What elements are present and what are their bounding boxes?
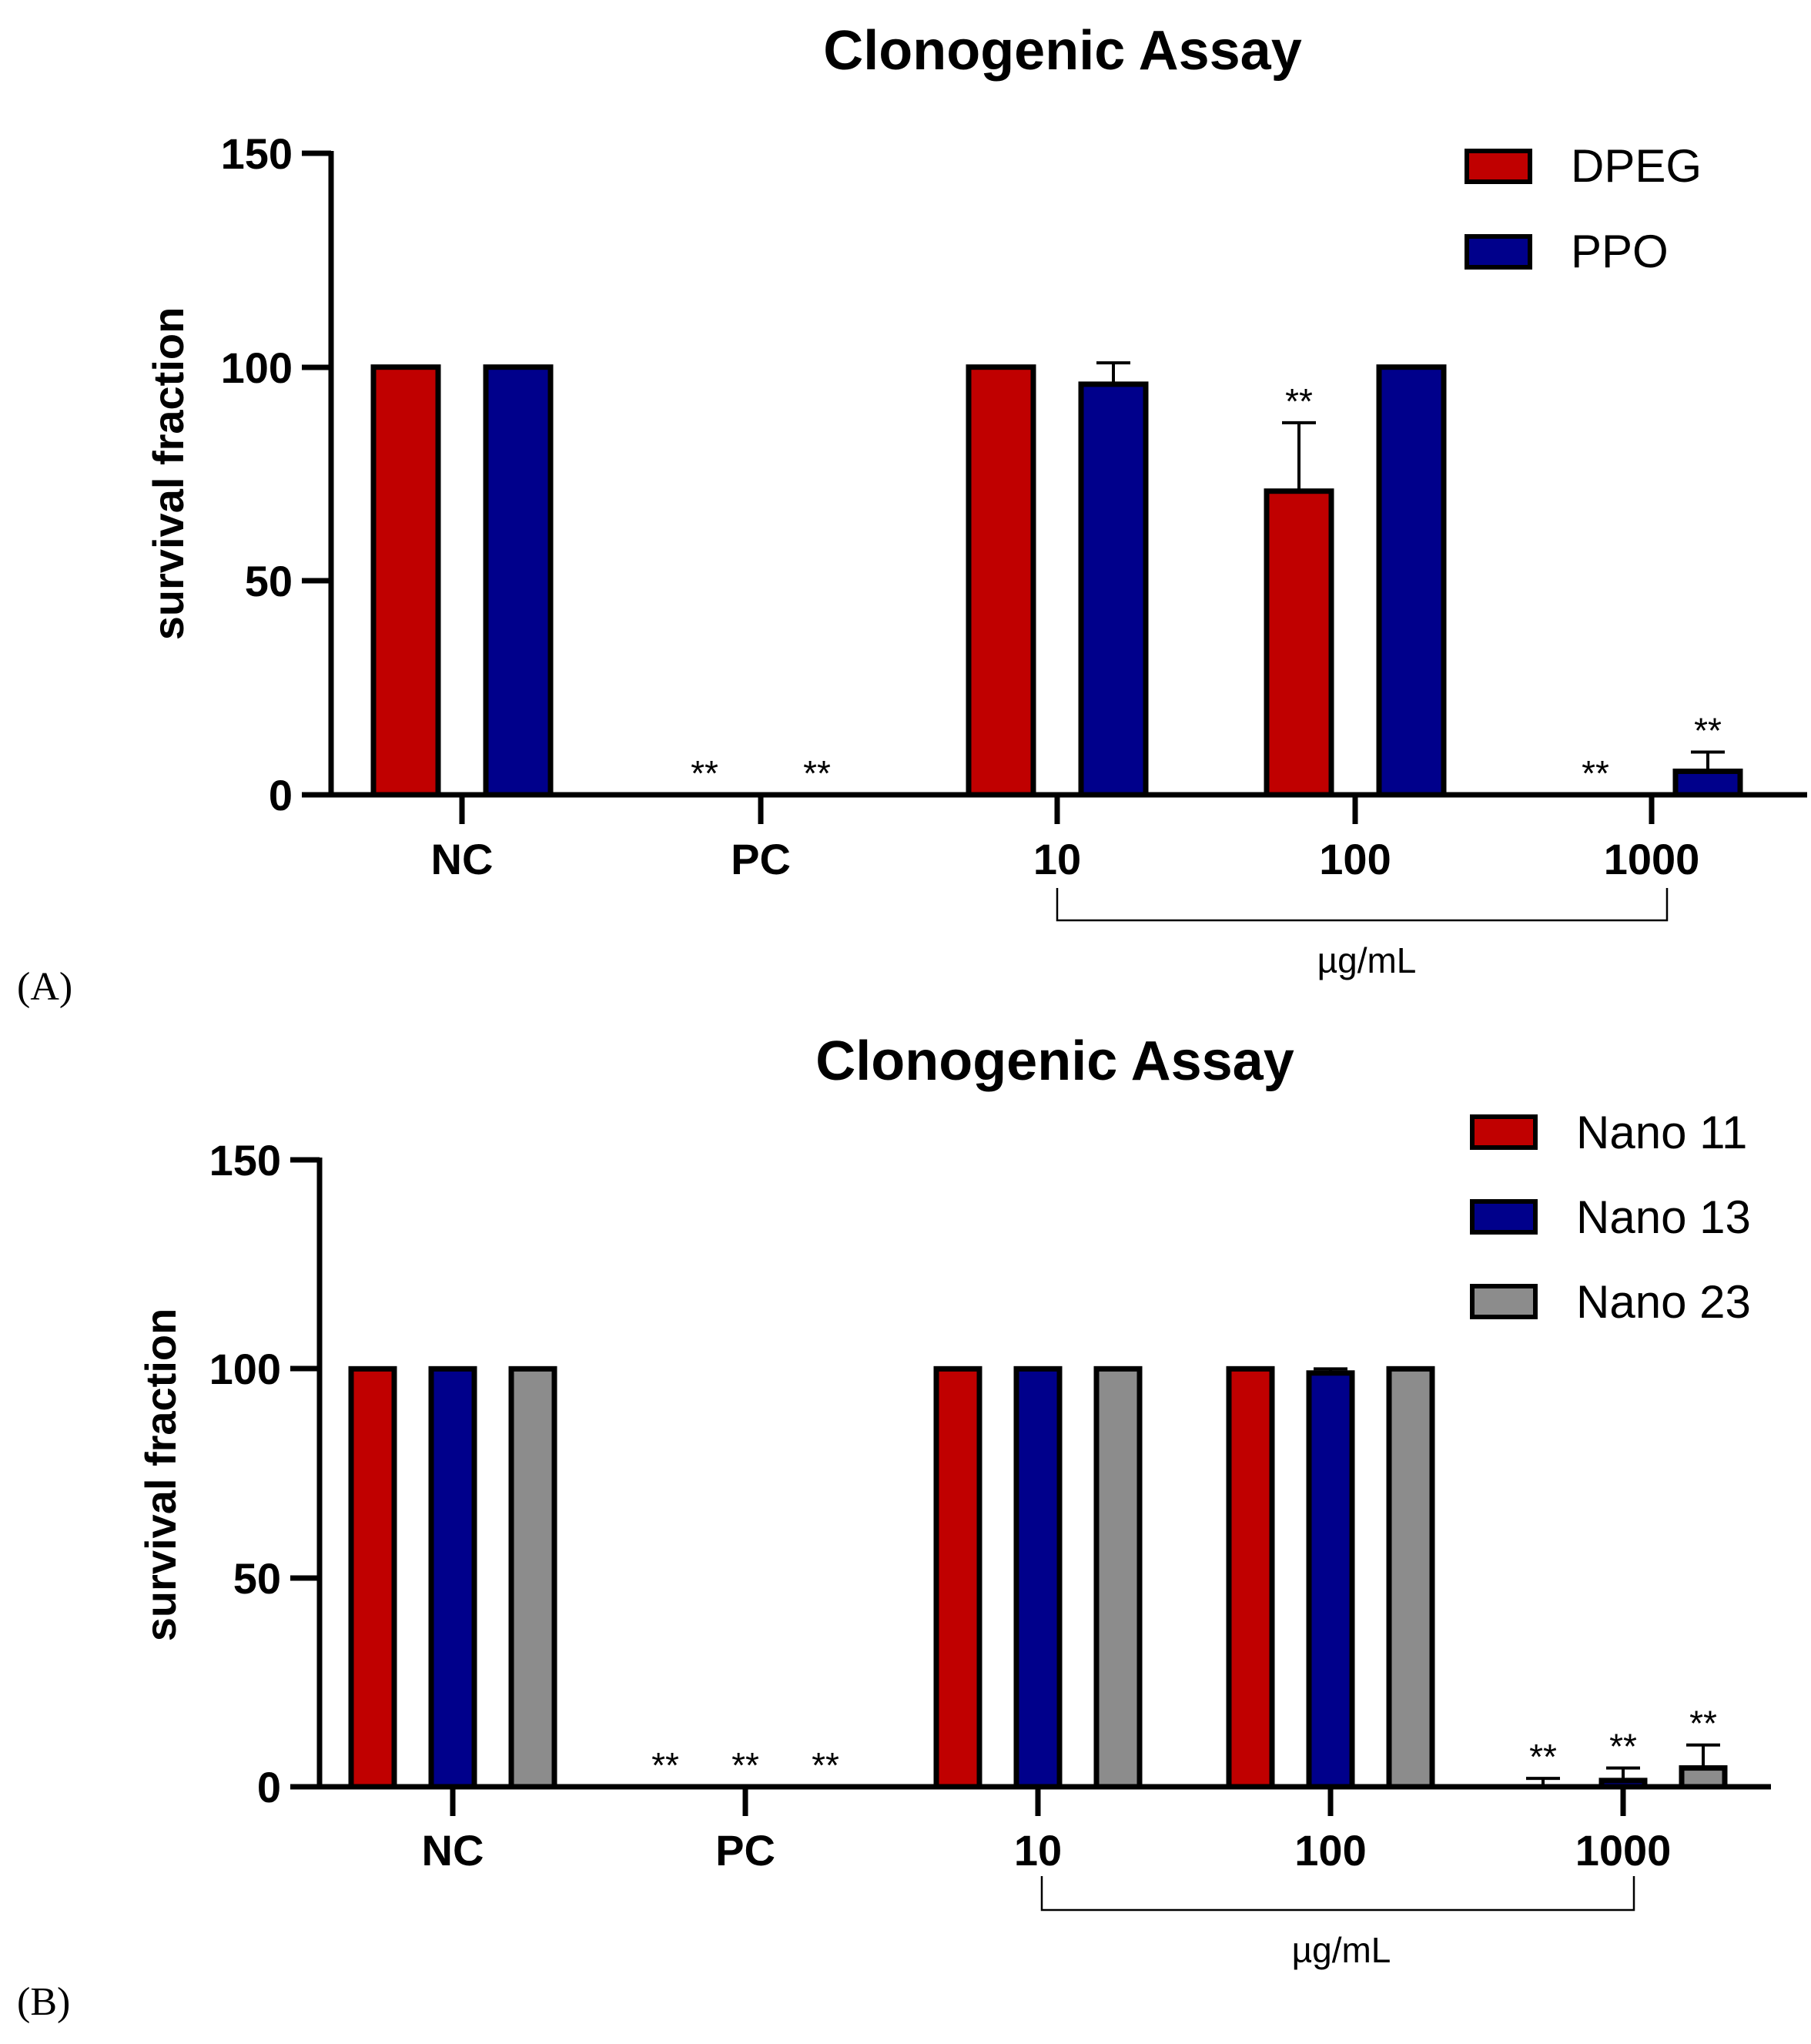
chart-b-ylabel: survival fraction [136,1308,185,1642]
legend-swatch-nano-23 [1470,1284,1538,1319]
bar-chart-a-dpeg-100 [1264,488,1334,798]
chart-b-ytick-label-0: 0 [257,1763,281,1811]
bar-chart-b-nano-11-10 [933,1365,982,1790]
chart-a-ytick-label-150: 150 [221,129,293,178]
bar-chart-a-ppo-10 [1078,381,1149,798]
bar-chart-b-nano-13-nc [428,1365,477,1790]
chart-a-xtick-label-1000: 1000 [1604,835,1700,883]
significance-chart-b-nano-11-1000: ** [1529,1737,1557,1777]
chart-b-xtick-nc: NC [422,1787,484,1875]
chart-b-ytick-label-50: 50 [233,1554,281,1603]
significance-chart-b-nano-13-1000: ** [1609,1727,1637,1767]
chart-b-ytick-label-100: 100 [209,1345,281,1393]
chart-a-xtick-pc: PC [731,795,791,883]
chart-a-xtick-100: 100 [1319,795,1391,883]
legend-swatch-nano-11 [1470,1114,1538,1150]
bar-chart-b-nano-11-100 [1226,1365,1275,1790]
legend-label-ppo: PPO [1571,226,1669,277]
chart-b-xtick-label-pc: PC [715,1826,775,1875]
bar-chart-b-nano-11-nc [348,1365,397,1790]
chart-b-xtick-1000: 1000 [1575,1787,1672,1875]
chart-b-ytick-label-150: 150 [209,1136,281,1185]
legend-swatch-ppo [1465,234,1532,270]
significance-chart-a-ppo-1000: ** [1694,710,1722,750]
significance-chart-b-nano-11-pc: ** [651,1745,679,1785]
significance-chart-a-dpeg-pc: ** [691,753,718,793]
significance-chart-b-nano-13-pc: ** [731,1745,759,1785]
bar-chart-a-ppo-100 [1376,364,1447,798]
bar-chart-b-nano-23-10 [1093,1365,1143,1790]
chart-a-ylabel: survival fraction [144,307,192,641]
error-bar-chart-a-ppo-1000 [1691,750,1725,772]
chart-b-panel-label: (B) [17,1980,70,2024]
significance-chart-a-dpeg-100: ** [1285,381,1313,421]
chart-a-xtick-label-nc: NC [431,835,494,883]
chart-a-xtick-label-pc: PC [731,835,791,883]
error-bar-chart-b-nano-13-100 [1314,1367,1347,1373]
legend-label-nano-11: Nano 11 [1576,1107,1747,1158]
significance-chart-a-ppo-pc: ** [803,753,831,793]
chart-a-ytick-label-100: 100 [221,343,293,392]
chart-b-title: Clonogenic Assay [815,1030,1294,1092]
chart-b-xtick-pc: PC [715,1787,775,1875]
chart-b-unit-bracket [1040,1876,1635,1912]
chart-b-ytick-0: 0 [257,1763,320,1811]
chart-b-bars: ** ** ** ** ** ** [348,1365,1728,1790]
chart-b-ytick-50: 50 [233,1554,320,1603]
bar-chart-b-nano-13-100 [1306,1370,1355,1790]
significance-chart-b-nano-23-1000: ** [1689,1704,1717,1744]
chart-a-ytick-100: 100 [221,343,331,392]
bar-chart-a-dpeg-nc [370,364,441,798]
chart-a-ytick-0: 0 [269,771,331,819]
chart-a-ytick-label-0: 0 [269,771,293,819]
bar-chart-a-ppo-1000 [1672,768,1743,798]
chart-a-unit-bracket [1056,888,1669,922]
chart-a-ytick-150: 150 [221,129,331,178]
chart-a-title: Clonogenic Assay [823,20,1302,82]
bar-chart-b-nano-13-1000 [1598,1778,1648,1790]
chart-a-panel-label: (A) [17,965,72,1009]
legend-swatch-nano-13 [1470,1199,1538,1235]
chart-b-legend: Nano 11 Nano 13 Nano 23 [1470,1107,1751,1328]
error-bar-chart-a-ppo-10 [1096,361,1130,384]
legend-swatch-dpeg [1465,149,1532,184]
chart-a-legend: DPEG PPO [1465,140,1702,277]
significance-chart-a-dpeg-1000: ** [1582,753,1609,793]
error-bar-chart-b-nano-11-1000 [1526,1777,1560,1787]
significance-chart-b-nano-23-pc: ** [812,1745,839,1785]
chart-b-ytick-100: 100 [209,1345,320,1393]
chart-a-xtick-label-100: 100 [1319,835,1391,883]
chart-b-xtick-10: 10 [1014,1787,1062,1875]
error-bar-chart-b-nano-13-1000 [1606,1766,1640,1781]
chart-a: Clonogenic Assay survival fraction 0 50 … [17,20,1807,1009]
chart-b-unit-label: µg/mL [1292,1930,1391,1970]
bar-chart-b-nano-23-1000 [1679,1765,1728,1790]
chart-a-xtick-1000: 1000 [1604,795,1700,883]
chart-b-xtick-100: 100 [1294,1787,1367,1875]
error-bar-chart-a-dpeg-100 [1282,421,1316,491]
bar-chart-b-nano-13-10 [1013,1365,1063,1790]
chart-b-xtick-label-10: 10 [1014,1826,1062,1875]
bar-chart-a-ppo-nc [483,364,554,798]
legend-label-dpeg: DPEG [1571,140,1702,192]
bar-chart-a-dpeg-10 [966,364,1036,798]
chart-b-xtick-label-100: 100 [1294,1826,1366,1875]
chart-a-unit-label: µg/mL [1317,940,1417,980]
chart-b-xtick-label-1000: 1000 [1575,1826,1672,1875]
legend-label-nano-13: Nano 13 [1576,1191,1751,1243]
chart-b-ytick-150: 150 [209,1136,320,1185]
bar-chart-b-nano-23-100 [1386,1365,1435,1790]
chart-a-ytick-50: 50 [245,557,331,605]
chart-a-xtick-10: 10 [1033,795,1081,883]
bar-chart-b-nano-23-nc [508,1365,557,1790]
error-bar-chart-b-nano-23-1000 [1686,1743,1720,1768]
chart-b: Clonogenic Assay survival fraction 0 50 … [17,1030,1771,2024]
chart-a-ytick-label-50: 50 [245,557,293,605]
chart-a-xtick-nc: NC [431,795,494,883]
chart-a-xtick-label-10: 10 [1033,835,1081,883]
chart-b-xtick-label-nc: NC [422,1826,484,1875]
legend-label-nano-23: Nano 23 [1576,1276,1751,1328]
chart-a-bars: ** ** ** ** ** [370,361,1743,798]
